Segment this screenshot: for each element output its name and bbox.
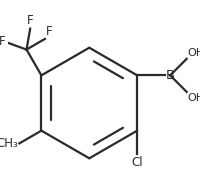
Text: Cl: Cl [131, 156, 143, 169]
Text: F: F [46, 25, 52, 38]
Text: F: F [0, 35, 6, 48]
Text: B: B [166, 69, 175, 82]
Text: OH: OH [188, 48, 200, 58]
Text: F: F [27, 14, 34, 27]
Text: OH: OH [188, 93, 200, 103]
Text: CH₃: CH₃ [0, 137, 18, 150]
